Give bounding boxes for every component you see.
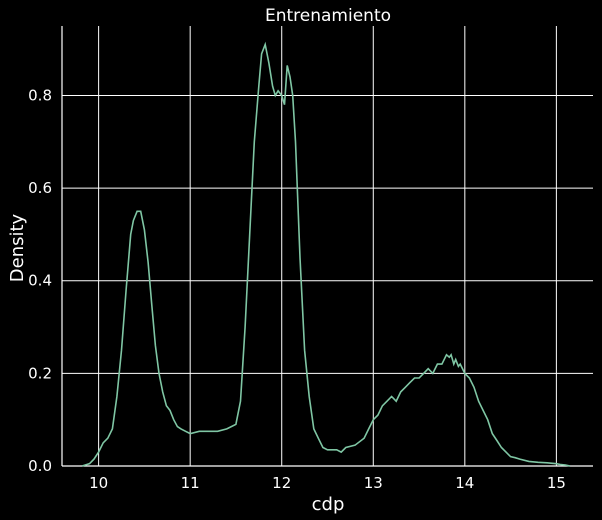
axes — [61, 26, 593, 467]
y-tick-label: 0.4 — [28, 272, 52, 290]
x-tick-label: 13 — [364, 474, 383, 492]
x-tick-label: 12 — [272, 474, 291, 492]
y-tick-label: 0.2 — [28, 364, 52, 382]
x-tick-label: 14 — [455, 474, 474, 492]
x-tick-label: 15 — [547, 474, 566, 492]
density-line — [81, 41, 571, 467]
chart-title: Entrenamiento — [265, 6, 391, 26]
x-tick-label: 11 — [181, 474, 200, 492]
y-axis-label: Density — [7, 213, 28, 282]
x-axis-label: cdp — [312, 494, 345, 515]
y-tick-label: 0.0 — [28, 457, 52, 475]
y-tick-label: 0.6 — [28, 179, 52, 197]
y-tick-label: 0.8 — [28, 86, 52, 104]
x-tick-label: 10 — [89, 474, 108, 492]
tick-labels: 10 11 12 13 14 15 0.0 0.2 0.4 0.6 0.8 — [28, 86, 566, 492]
